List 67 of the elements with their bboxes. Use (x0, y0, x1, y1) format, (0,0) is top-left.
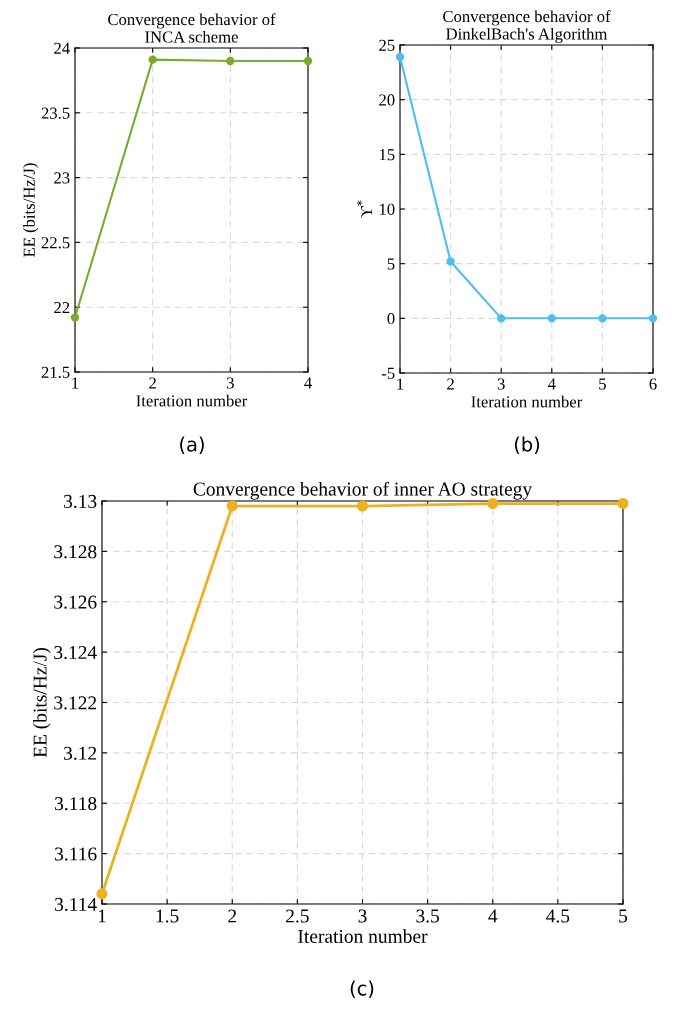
x-tick-label: 4 (304, 377, 312, 389)
y-tick-label: 20 (379, 94, 395, 106)
point (598, 314, 607, 323)
y-axis-title: EE (bits/Hz/J) (23, 163, 39, 257)
x-axis-title: Iteration number (136, 394, 248, 407)
text: (c) (350, 980, 374, 998)
x-tick-label: 2 (447, 378, 454, 390)
x-tick-label: 5 (619, 909, 628, 923)
x-tick-label: 3 (497, 378, 505, 390)
text: (b) (514, 436, 540, 454)
x-tick-label: 3.5 (416, 909, 440, 923)
y-tick-label: 3.114 (55, 897, 97, 912)
y-tick-label: 0 (387, 313, 395, 325)
point (648, 314, 658, 323)
x-axis-title: Iteration number (298, 929, 428, 943)
y-tick-label: 22 (54, 301, 70, 313)
point (547, 314, 556, 323)
y-tick-label: 3.128 (54, 545, 97, 559)
y-tick-label: 3.13 (64, 494, 97, 509)
point (446, 257, 455, 266)
chart-title: Convergence behavior of inner AO strategy (193, 481, 533, 500)
x-tick-label: 1 (397, 378, 404, 390)
y-tick-label: 10 (379, 203, 395, 215)
x-tick-label: 4 (488, 909, 498, 923)
y-tick-label: 3.124 (54, 646, 97, 660)
x-tick-label: 2 (149, 377, 156, 389)
y-tick-label: 24 (54, 42, 70, 54)
point (356, 500, 369, 512)
chart-title: Convergence behavior of INCA scheme (108, 13, 276, 43)
y-tick-label: 3.126 (54, 595, 97, 609)
x-tick-label: 5 (599, 378, 606, 390)
text: (a) (180, 436, 204, 454)
y-tick-label: 25 (379, 39, 395, 51)
x-tick-label: 4.5 (546, 909, 570, 923)
point (395, 52, 405, 62)
x-tick-label: 3 (226, 377, 234, 389)
y-tick-label: 22.5 (41, 237, 70, 249)
y-tick-label: 3.122 (54, 696, 97, 710)
x-tick-label: 6 (649, 378, 657, 390)
y-axis-title: ϒ$^{*}$ (356, 200, 373, 218)
point (96, 888, 108, 900)
point (303, 56, 313, 66)
x-tick-label: 1 (98, 909, 106, 923)
x-tick-label: 2 (228, 909, 237, 923)
y-tick-label: 23 (54, 172, 70, 184)
y-tick-label: 15 (379, 149, 395, 161)
x-axis-title: Iteration number (471, 395, 583, 408)
y-tick-label: 5 (387, 258, 395, 270)
x-tick-label: 1 (72, 377, 79, 389)
point (617, 497, 629, 510)
point (226, 56, 235, 66)
y-tick-label: 3.116 (55, 847, 97, 861)
y-tick-label: 21.5 (41, 366, 70, 379)
chart-title: Convergence behavior of DinkelBach's Algorithm (443, 10, 611, 44)
x-tick-label: 3 (358, 909, 367, 923)
x-tick-label: 2.5 (286, 909, 309, 923)
y-tick-label: 3.118 (55, 797, 97, 811)
y-axis-title: EE (bits/Hz/J) (32, 648, 51, 758)
y-tick-label: 3.12 (64, 746, 97, 760)
x-tick-label: 1.5 (156, 909, 179, 923)
point (70, 313, 80, 322)
point (226, 500, 238, 512)
y-tick-label: -5 (381, 367, 395, 379)
x-tick-label: 4 (547, 378, 556, 390)
point (497, 314, 506, 323)
y-tick-label: 23.5 (41, 107, 70, 119)
point (148, 55, 157, 64)
